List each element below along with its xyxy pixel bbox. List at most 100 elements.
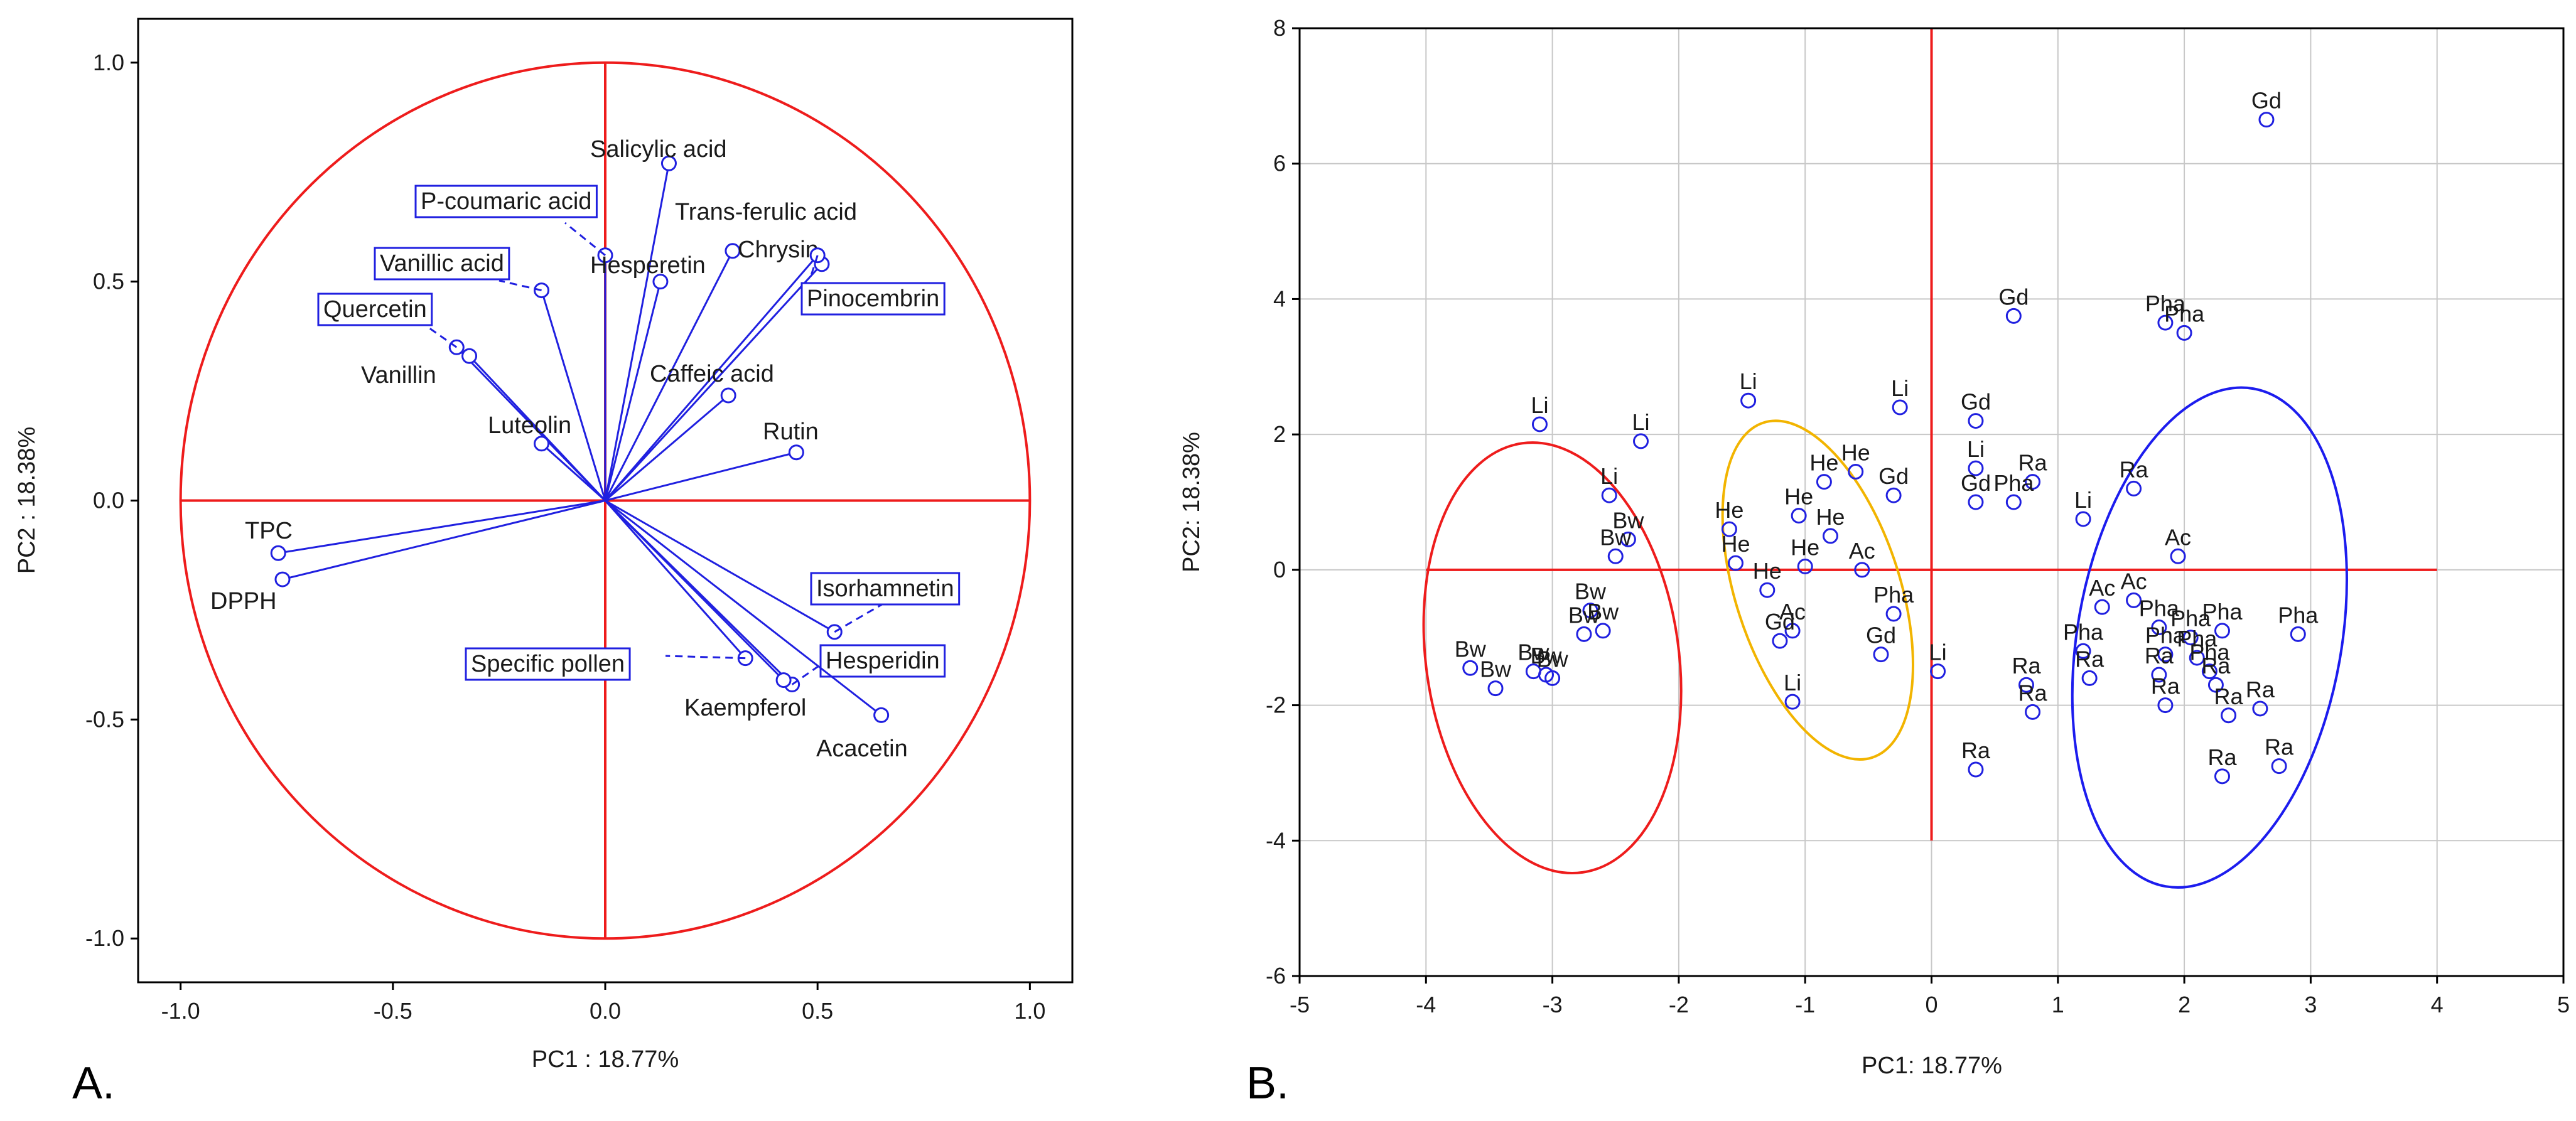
score-point-label: Gd (1765, 609, 1795, 635)
variable-label-box (317, 292, 433, 326)
variable-label: Isorhamnetin (816, 576, 954, 602)
score-point (1816, 474, 1832, 490)
score-point (1544, 670, 1561, 686)
x-tick-label: 0.0 (590, 998, 621, 1024)
loading-vector (604, 281, 662, 501)
score-point (1968, 494, 1984, 510)
loading-vector (604, 254, 819, 501)
score-point (2207, 677, 2224, 693)
score-point (1885, 606, 1902, 622)
score-point (1968, 413, 1984, 429)
loading-vector (604, 163, 670, 501)
loading-vector (605, 500, 835, 633)
score-point (1930, 663, 1946, 680)
variable-label-box (374, 247, 510, 281)
score-point-label: Bw (1575, 579, 1607, 604)
score-point (1601, 487, 1617, 503)
score-point-label: Gd (2251, 88, 2282, 114)
score-point-label: Pha (2145, 291, 2186, 316)
score-point (1740, 392, 1757, 409)
panel-b-x-axis-title: PC1: 18.77% (1862, 1053, 2002, 1079)
score-point (1772, 633, 1788, 649)
x-tick-label: -5 (1290, 992, 1310, 1017)
score-point (2157, 697, 2174, 714)
score-point-label: Li (1784, 670, 1801, 695)
loading-point (788, 444, 804, 461)
y-tick-label: -0.5 (85, 706, 124, 732)
score-point (2081, 670, 2098, 686)
score-point (1582, 603, 1598, 619)
score-point (2005, 308, 2022, 324)
score-point (1487, 680, 1504, 697)
score-point-label: Li (1929, 640, 1947, 665)
score-point (2201, 663, 2218, 680)
score-point-label: Ra (2018, 450, 2048, 476)
score-point-label: Li (1891, 375, 1909, 401)
loading-vector (468, 355, 606, 501)
loading-vector (604, 263, 823, 501)
score-point (1531, 416, 1548, 432)
y-tick-label: 0.0 (93, 488, 124, 513)
score-point (1462, 660, 1479, 676)
variable-label-box (800, 282, 946, 316)
score-point (1822, 528, 1838, 544)
score-point (1784, 623, 1801, 639)
score-point-label: Bw (1587, 599, 1619, 625)
score-point (1797, 558, 1813, 574)
score-point-label: Pha (2063, 619, 2104, 645)
score-point-label: Ac (2089, 575, 2115, 601)
cluster-ellipse-group-2 (1721, 419, 1914, 761)
score-point (1576, 626, 1592, 642)
y-tick-label: -1.0 (85, 925, 124, 951)
x-tick-label: 1.0 (1014, 998, 1045, 1024)
y-tick-label: 1.0 (93, 50, 124, 75)
score-point (2214, 623, 2230, 639)
score-point (1854, 562, 1870, 578)
score-point (1620, 531, 1636, 547)
label-leader-line (665, 655, 746, 660)
loading-vector (604, 250, 734, 501)
score-point-label: Ra (2201, 653, 2231, 678)
variable-label-box (819, 644, 946, 678)
label-leader-line (809, 255, 819, 280)
panel-a-y-axis-title: PC2 : 18.38% (14, 427, 40, 574)
x-tick-label: 1 (2052, 992, 2064, 1017)
variable-label: TPC (245, 518, 293, 544)
variable-label: Rutin (763, 419, 819, 445)
score-point-label: Ra (2018, 680, 2048, 705)
y-tick-label: 6 (1273, 151, 1286, 176)
score-point-label: Pha (2170, 606, 2211, 631)
score-point-label: Ra (2012, 653, 2041, 678)
loading-point (652, 274, 669, 290)
score-point (2151, 667, 2167, 683)
variable-label: Vanillic acid (380, 250, 504, 277)
score-point-label: He (1721, 531, 1750, 557)
score-point (1727, 555, 1743, 571)
variable-label: Caffeic acid (650, 361, 774, 387)
loading-vector (541, 290, 606, 501)
loading-point (534, 436, 550, 452)
score-point-label: Ac (2165, 524, 2191, 550)
score-point (1721, 521, 1737, 537)
panel-b-letter: B. (1246, 1058, 1289, 1108)
score-point-label: He (1791, 534, 1819, 560)
score-point (2157, 646, 2174, 663)
score-point-label: Ra (2120, 456, 2149, 482)
variable-label-box (465, 647, 631, 681)
score-point-label: Pha (2145, 623, 2186, 648)
score-point-label: Ra (2246, 677, 2275, 702)
score-point-label: Li (2074, 487, 2092, 513)
variable-label: Kaempferol (684, 695, 806, 721)
loading-vector (605, 451, 797, 501)
score-point (1633, 433, 1649, 449)
cluster-ellipse-group-1 (1422, 441, 1683, 875)
score-point (2075, 643, 2091, 659)
score-point (2094, 599, 2110, 615)
score-point-label: Gd (1961, 470, 1991, 496)
score-point (2151, 620, 2167, 636)
y-tick-label: -6 (1266, 963, 1286, 989)
score-point-label: Bw (1612, 507, 1644, 533)
x-tick-label: -0.5 (374, 998, 412, 1024)
score-point (2018, 677, 2034, 693)
score-point (1892, 399, 1908, 416)
